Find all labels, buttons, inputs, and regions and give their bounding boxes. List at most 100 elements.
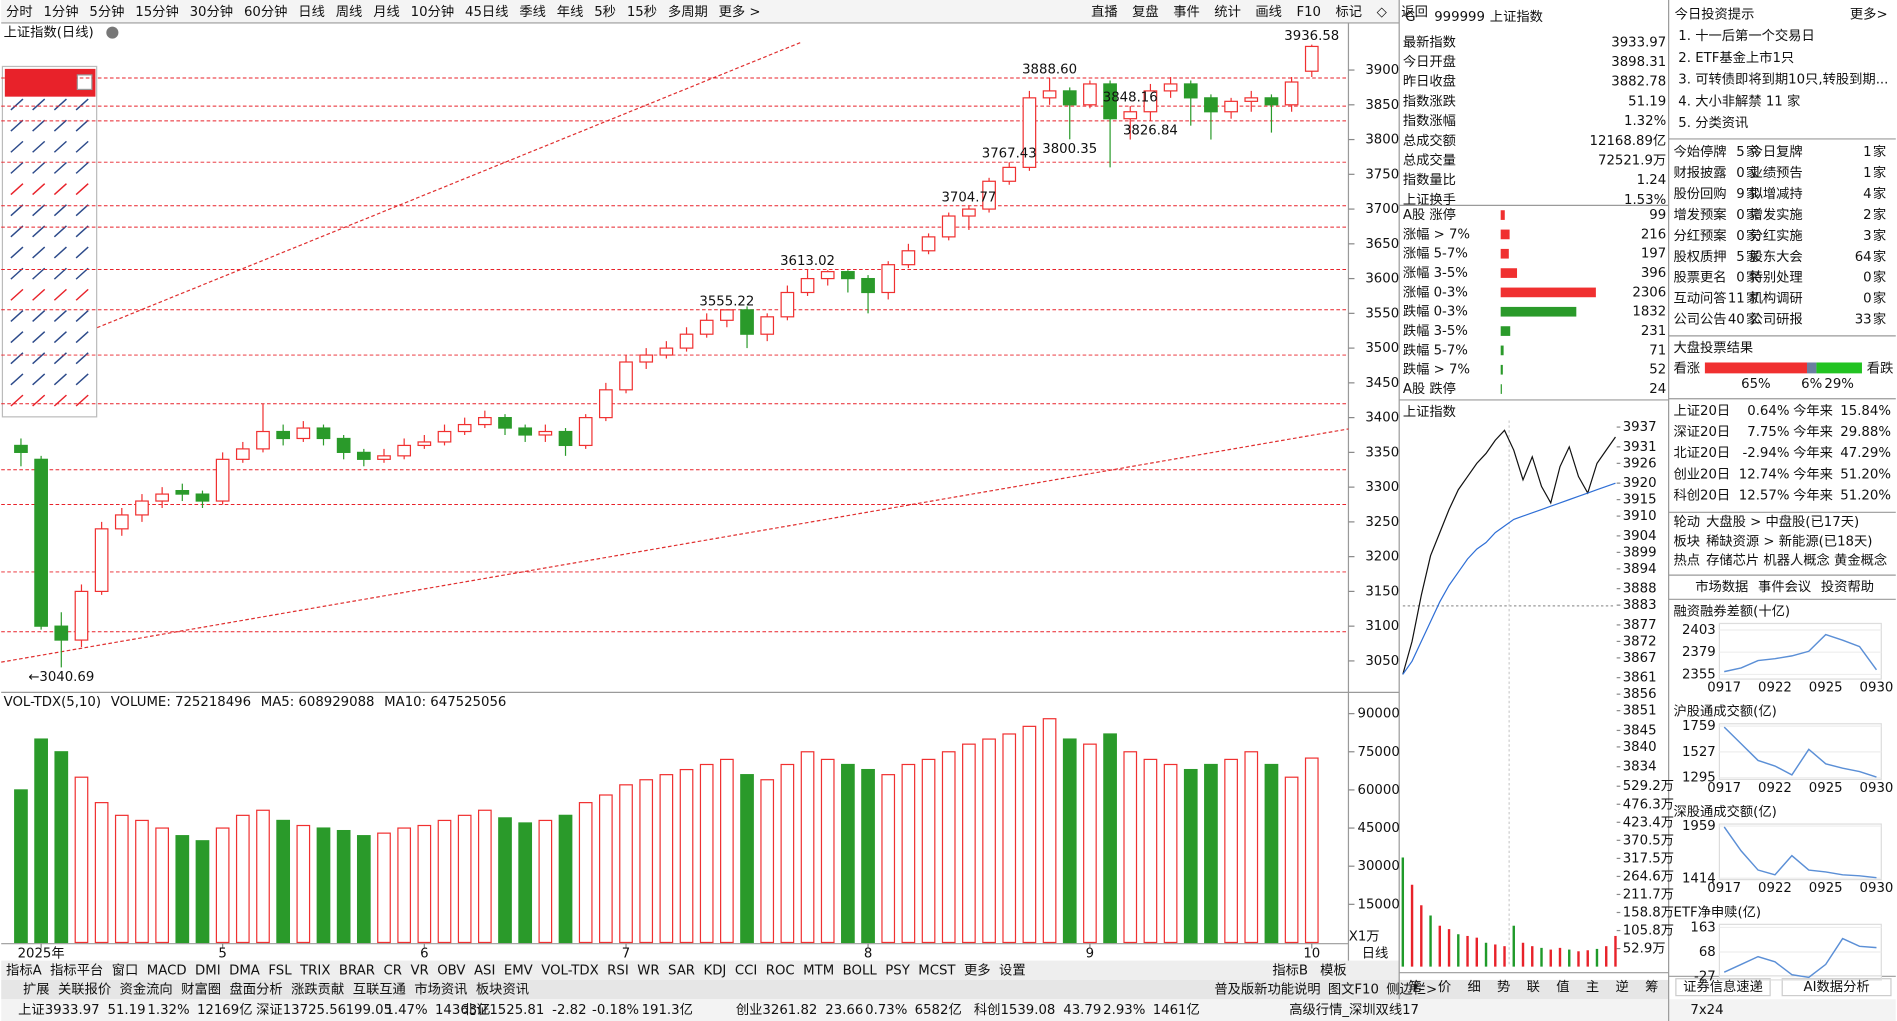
toolbar-tab[interactable]: 周线: [336, 4, 363, 20]
indicator-tab[interactable]: ASI: [474, 963, 495, 978]
toolbar-tab[interactable]: 15分钟: [135, 3, 178, 20]
toolbar-button[interactable]: ◇: [1377, 5, 1388, 20]
side-tab[interactable]: 事件会议: [1758, 579, 1811, 595]
toolbar-tab[interactable]: 45日线: [465, 4, 508, 20]
toolbar-button[interactable]: 统计: [1214, 4, 1241, 20]
extension-tab[interactable]: 关联报价: [58, 982, 111, 998]
toolbar-tab[interactable]: 日线: [298, 4, 325, 20]
extension-button[interactable]: 图文F10: [1328, 982, 1379, 998]
toolbar-button[interactable]: F10: [1296, 5, 1321, 20]
indicator-tab[interactable]: ROC: [766, 963, 795, 978]
perf-name: 深证20日: [1673, 424, 1730, 440]
indicator-tab[interactable]: KDJ: [704, 963, 727, 978]
toolbar-tab[interactable]: 更多 >: [719, 3, 761, 20]
extension-tab[interactable]: 涨跌贡献: [291, 982, 344, 998]
palette-close[interactable]: [76, 74, 93, 91]
extension-tab[interactable]: 资金流向: [120, 982, 173, 998]
toolbar-tab[interactable]: 30分钟: [190, 3, 233, 20]
quote-tab[interactable]: 细: [1467, 979, 1480, 995]
quote-tab[interactable]: 联: [1527, 979, 1540, 995]
indicator-tab[interactable]: 设置: [999, 962, 1026, 978]
toolbar-tab[interactable]: 60分钟: [244, 3, 287, 20]
toolbar-tab[interactable]: 5分钟: [89, 3, 124, 20]
quote-tab[interactable]: 逆: [1615, 979, 1628, 995]
side-footer[interactable]: 证券信息速递: [1683, 978, 1763, 995]
side-more[interactable]: 更多>: [1850, 5, 1888, 22]
indicator-tab[interactable]: DMI: [195, 963, 221, 978]
toolbar-button[interactable]: 复盘: [1132, 3, 1159, 20]
side-tab[interactable]: 市场数据: [1695, 578, 1748, 595]
extension-tab[interactable]: 互联互通: [353, 982, 406, 998]
indicator-tab[interactable]: MACD: [147, 963, 187, 978]
event-unit: 家: [1873, 290, 1886, 307]
extension-button[interactable]: 普及版新功能说明: [1214, 982, 1320, 998]
toolbar-tab[interactable]: 5秒: [594, 4, 616, 20]
indicator-tab[interactable]: VR: [410, 963, 428, 978]
indicator-tab[interactable]: RSI: [607, 963, 629, 978]
toolbar-button[interactable]: 标记: [1336, 4, 1363, 20]
extension-tab[interactable]: 市场资讯: [414, 981, 467, 998]
status-change: 51.19: [108, 1003, 146, 1018]
toolbar-button[interactable]: 画线: [1255, 4, 1282, 20]
indicator-tab[interactable]: DMA: [229, 963, 260, 978]
indicator-tab[interactable]: TRIX: [299, 963, 330, 978]
side-tab[interactable]: 投资帮助: [1821, 579, 1874, 595]
indicator-tab[interactable]: 更多: [964, 961, 991, 978]
toolbar-button[interactable]: 返回: [1401, 4, 1428, 20]
indicator-tab[interactable]: VOL-TDX: [541, 963, 598, 978]
volume-bar: [1304, 757, 1319, 944]
indicator-tab[interactable]: 指标平台: [50, 962, 103, 978]
extension-tab[interactable]: 扩展: [23, 982, 50, 998]
extension-tab[interactable]: 板块资讯: [476, 982, 529, 998]
tip-item[interactable]: 1. 十一后第一个交易日: [1678, 27, 1814, 44]
toolbar-tab[interactable]: 多周期: [668, 3, 708, 20]
indicator-tab[interactable]: BRAR: [339, 963, 375, 978]
candle-body: [397, 444, 412, 457]
extension-tab[interactable]: 财富圈: [181, 981, 221, 998]
event-unit: 家: [1746, 290, 1759, 307]
indicator-tab[interactable]: CR: [383, 963, 402, 978]
indicator-tab[interactable]: MTM: [803, 963, 834, 978]
indicator-tab[interactable]: 窗口: [112, 961, 139, 978]
event-count: 1: [1863, 145, 1871, 160]
quote-tab[interactable]: 筹: [1645, 978, 1658, 995]
indicator-tab[interactable]: 指标A: [6, 962, 42, 978]
indicator-tab[interactable]: WR: [637, 963, 659, 978]
quote-tab[interactable]: 值: [1556, 979, 1569, 995]
toolbar-tab[interactable]: 季线: [519, 4, 546, 20]
toolbar-button[interactable]: 事件: [1173, 4, 1200, 20]
tip-item[interactable]: 5. 分类资讯: [1678, 115, 1748, 131]
quote-tab[interactable]: 笔: [1408, 979, 1421, 995]
button[interactable]: [1675, 978, 1771, 997]
indicator-tab[interactable]: SAR: [668, 963, 695, 978]
toolbar-tab[interactable]: 月线: [373, 4, 400, 20]
tip-item[interactable]: 3. 可转债即将到期10只,转股到期...: [1678, 72, 1888, 88]
toolbar-tab[interactable]: 1分钟: [43, 3, 78, 20]
indicator-tab[interactable]: OBV: [437, 963, 465, 978]
quote-tab[interactable]: 主: [1586, 979, 1599, 995]
side-footer[interactable]: AI数据分析: [1804, 979, 1870, 995]
tool-icon: [10, 204, 24, 217]
tip-item[interactable]: 4. 大小非解禁 11 家: [1678, 92, 1800, 109]
settings-icon[interactable]: [106, 26, 119, 39]
breadth-label: 涨幅 0-3%: [1403, 284, 1468, 300]
extension-tab[interactable]: 盘面分析: [230, 981, 283, 998]
toolbar-tab[interactable]: 年线: [557, 4, 584, 20]
toolbar-tab[interactable]: 分时: [6, 4, 33, 20]
tip-item[interactable]: 2. ETF基金上市1只: [1678, 49, 1794, 66]
indicator-button[interactable]: 模板: [1320, 962, 1347, 978]
indicator-button[interactable]: 指标B: [1272, 962, 1308, 978]
indicator-tab[interactable]: CCI: [735, 963, 757, 978]
indicator-tab[interactable]: EMV: [504, 963, 533, 978]
indicator-tab[interactable]: FSL: [268, 963, 292, 978]
indicator-tab[interactable]: BOLL: [843, 963, 878, 978]
indicator-tab[interactable]: PSY: [885, 963, 910, 978]
button[interactable]: [1781, 978, 1892, 997]
toolbar-tab[interactable]: 10分钟: [411, 3, 454, 20]
quote-tab[interactable]: 势: [1497, 979, 1510, 995]
toolbar-button[interactable]: 直播: [1091, 4, 1118, 20]
toolbar-tab[interactable]: 15秒: [627, 4, 657, 20]
extension-button[interactable]: 侧边栏>: [1386, 982, 1437, 998]
quote-tab[interactable]: 价: [1438, 980, 1451, 995]
indicator-tab[interactable]: MCST: [918, 963, 956, 978]
